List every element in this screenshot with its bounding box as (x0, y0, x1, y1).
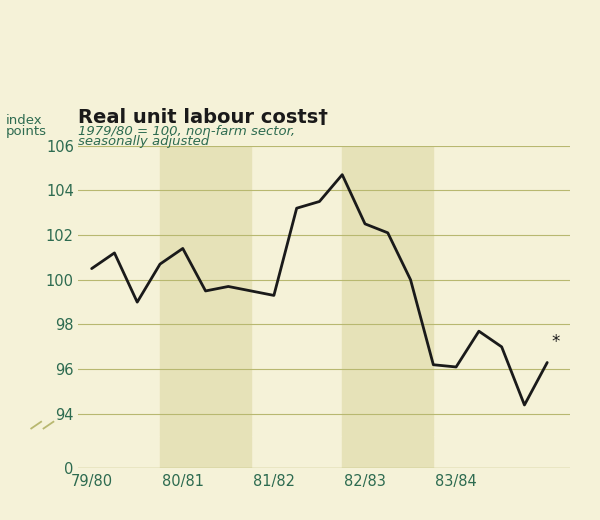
Text: seasonally adjusted: seasonally adjusted (78, 135, 209, 148)
Bar (160, 436, 251, 468)
Text: 1979/80 = 100, non-farm sector,: 1979/80 = 100, non-farm sector, (78, 125, 295, 138)
Text: *: * (552, 333, 560, 352)
Text: index: index (6, 114, 43, 127)
Bar (342, 146, 433, 436)
Text: points: points (6, 125, 47, 138)
Text: Real unit labour costs†: Real unit labour costs† (78, 108, 328, 127)
Bar (342, 436, 433, 468)
Bar (160, 146, 251, 436)
